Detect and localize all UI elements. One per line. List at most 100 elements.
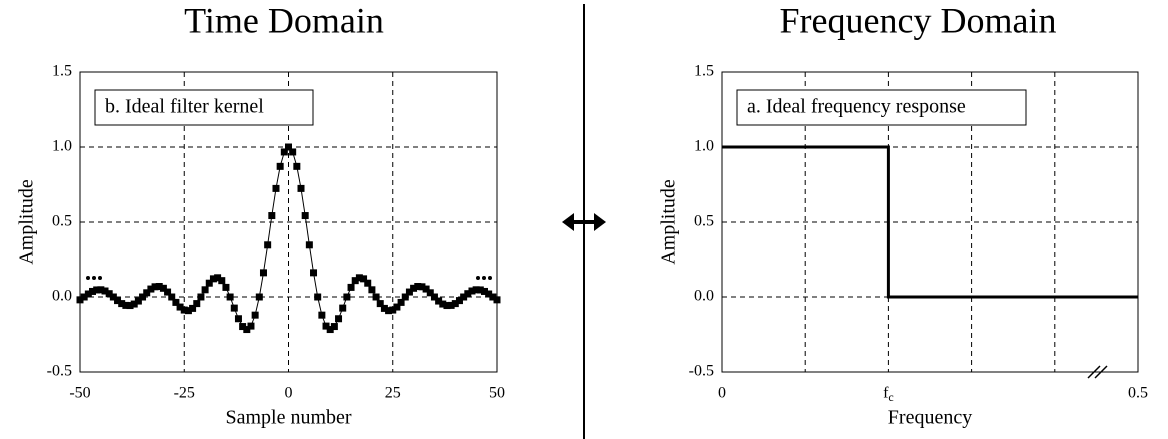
sample-point [222, 283, 230, 291]
sample-point [360, 275, 368, 283]
chart-title: Time Domain [184, 0, 384, 40]
sample-point [389, 306, 397, 314]
x-tick-label: 0 [718, 385, 726, 402]
sample-point [293, 162, 301, 170]
y-tick-label: 0.5 [52, 213, 72, 230]
sample-point [355, 274, 363, 282]
sample-point [460, 293, 468, 301]
sample-point [464, 290, 472, 298]
sample-point [272, 184, 280, 192]
sample-point [76, 296, 84, 304]
sample-point [209, 275, 217, 283]
sample-point [230, 304, 238, 312]
sample-point [305, 241, 313, 249]
sample-point [101, 287, 109, 295]
sample-point [314, 293, 322, 301]
sample-point [376, 300, 384, 308]
sample-point [301, 212, 309, 220]
sample-point [251, 311, 259, 319]
sample-point [289, 148, 297, 156]
sample-point [439, 300, 447, 308]
sample-point [226, 293, 234, 301]
sample-point [97, 286, 105, 294]
sample-point [326, 326, 334, 334]
y-tick-label: 0.0 [694, 288, 714, 305]
sample-point [143, 289, 151, 297]
ellipsis [86, 276, 492, 280]
plot-frame [79, 71, 498, 373]
sample-point [214, 274, 222, 282]
y-tick-label: 1.5 [694, 63, 714, 80]
y-axis-label: Amplitude [658, 179, 680, 265]
x-tick-label: 0 [285, 385, 293, 402]
sample-point [410, 284, 418, 292]
sample-point [339, 304, 347, 312]
x-axis-label: Sample number [225, 407, 351, 429]
y-tick-label: 1.0 [694, 138, 714, 155]
sample-point [372, 293, 380, 301]
sample-point [114, 297, 122, 305]
sample-point [485, 290, 493, 298]
sample-point [259, 269, 267, 277]
sample-point [422, 285, 430, 293]
sample-point [239, 323, 247, 331]
sample-point [430, 293, 438, 301]
annotation: a. Ideal frequency response [747, 96, 966, 118]
sample-point [155, 283, 163, 290]
sample-point [243, 326, 251, 334]
sample-point [468, 287, 476, 295]
sample-point [472, 286, 480, 294]
sample-point [405, 288, 413, 296]
sample-point [368, 286, 376, 294]
x-axis-label: Frequency [888, 407, 972, 429]
sample-point [397, 298, 405, 306]
plot-frame [721, 71, 1139, 373]
sample-point [247, 322, 255, 330]
x-tick-label: 25 [385, 385, 401, 402]
sample-point [380, 304, 388, 312]
sample-point [89, 287, 97, 295]
sample-point [347, 283, 355, 291]
sample-point [351, 277, 359, 285]
sample-point [172, 298, 180, 306]
annotation-box [736, 89, 1027, 126]
sample-point [151, 283, 159, 291]
sample-point [139, 293, 147, 301]
sample-point [443, 302, 451, 310]
sample-point [343, 293, 351, 301]
sample-point [218, 277, 226, 285]
x-tick-label: -25 [174, 385, 195, 402]
sample-point [80, 293, 88, 301]
y-tick-label: -0.5 [689, 363, 714, 380]
y-tick-label: 0.5 [694, 213, 714, 230]
sample-point [276, 162, 284, 170]
y-tick-label: 1.0 [52, 138, 72, 155]
sample-point [105, 290, 113, 298]
x-tick-label: 50 [489, 385, 505, 402]
sample-point [180, 306, 188, 314]
sample-point [205, 279, 213, 287]
sample-point [201, 286, 209, 294]
sample-point [184, 307, 192, 315]
sample-point [193, 300, 201, 308]
sample-point [476, 286, 484, 294]
sample-point [134, 297, 142, 305]
double-arrow [562, 213, 606, 231]
sample-point [418, 283, 426, 291]
sample-point [109, 293, 117, 301]
response-line [722, 145, 1138, 299]
sample-point [255, 293, 263, 301]
sample-point [197, 293, 205, 301]
sample-point [426, 289, 434, 297]
sample-point [93, 286, 101, 294]
sample-point [393, 303, 401, 311]
sample-point [322, 322, 330, 330]
sample-point [493, 296, 501, 304]
y-axis-label: Amplitude [16, 179, 38, 265]
sample-point [147, 285, 155, 293]
sample-point [280, 148, 288, 156]
sample-point [310, 269, 318, 277]
x-tick-label: 0.5 [1128, 385, 1148, 402]
sample-point [268, 212, 276, 220]
